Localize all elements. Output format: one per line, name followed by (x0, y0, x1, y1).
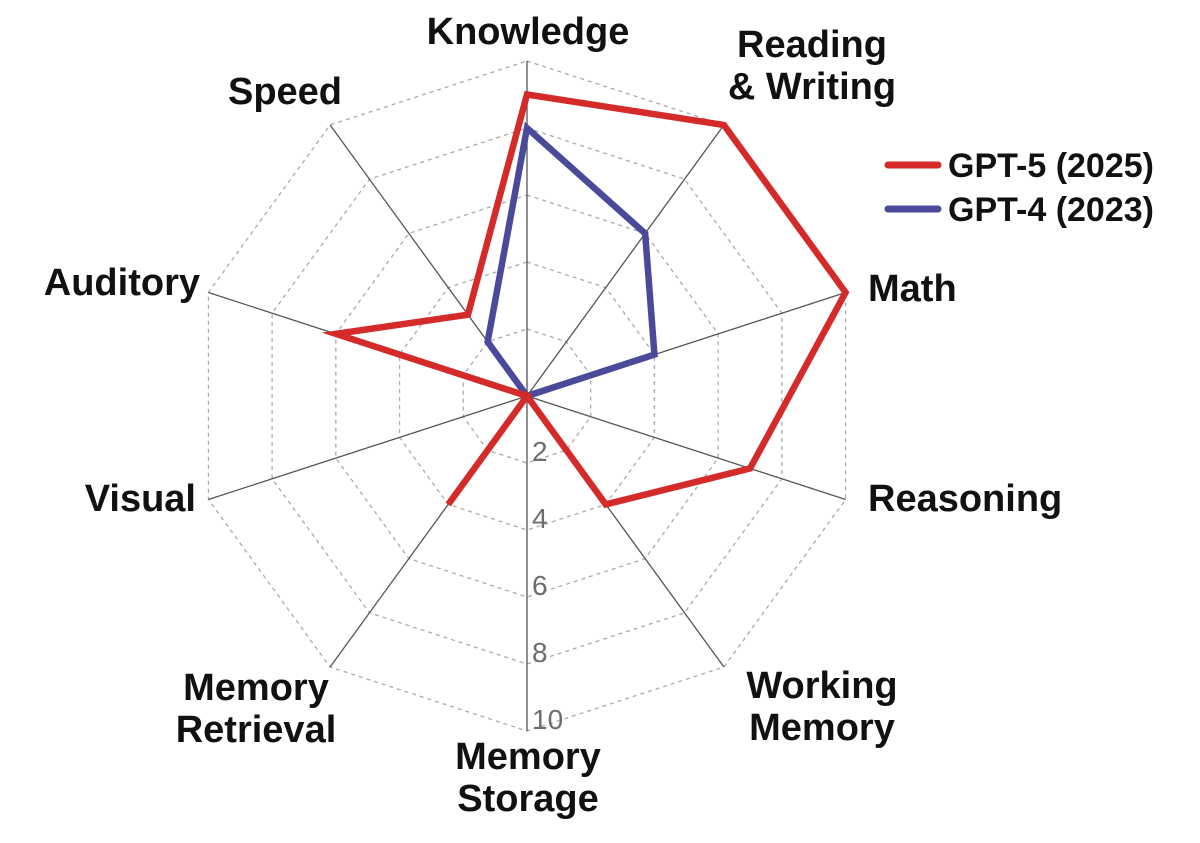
axis-label-7: Memory Retrieval (176, 667, 337, 751)
axis-label-8: Visual (85, 478, 196, 520)
axis-label-line: Retrieval (176, 709, 337, 751)
axis-spoke-2 (526, 124, 725, 397)
axis-label-6: Memory Storage (455, 736, 601, 820)
axis-label-1: Knowledge (427, 11, 630, 53)
legend-label-1: GPT-5 (2025) (948, 147, 1154, 185)
axis-label-line: Speed (228, 71, 342, 113)
axis-label-line: Reading (737, 24, 887, 66)
axis-spoke-4 (526, 395, 846, 501)
legend: GPT-5 (2025) GPT-4 (2023) (884, 147, 1154, 229)
axis-labels: Knowledge Reading & Writing Math Reasoning Wo… (44, 11, 1062, 820)
legend-label-2: GPT-4 (2023) (948, 191, 1154, 229)
axis-label-line: Reasoning (868, 478, 1062, 520)
axis-label-line: Memory (183, 667, 329, 709)
axis-label-line: & Writing (728, 66, 896, 108)
tick-label-6: 6 (532, 570, 548, 601)
axis-label-9: Auditory (44, 262, 200, 304)
axis-spoke-8 (208, 395, 528, 501)
axis-label-5: Working Memory (746, 665, 897, 749)
axis-label-line: Memory (749, 707, 895, 749)
grid-ring-3 (335, 194, 719, 598)
axis-label-line: Knowledge (427, 11, 630, 53)
axis-label-line: Auditory (44, 262, 200, 304)
series-line-1 (321, 90, 850, 509)
tick-label-2: 2 (532, 436, 548, 467)
grid-ring-1 (462, 328, 592, 464)
tick-label-8: 8 (532, 637, 548, 668)
axis-label-2: Reading & Writing (728, 24, 896, 108)
series-line-2 (484, 121, 658, 400)
axis-label-line: Working (746, 665, 897, 707)
series-lines (321, 90, 850, 509)
tick-labels: 2 4 6 8 10 (532, 436, 563, 735)
tick-label-4: 4 (532, 503, 548, 534)
axis-label-3: Math (868, 268, 957, 310)
axis-label-line: Math (868, 268, 957, 310)
axis-label-4: Reasoning (868, 478, 1062, 520)
tick-label-10: 10 (532, 704, 563, 735)
grid-ring-2 (398, 261, 656, 531)
axis-label-line: Visual (85, 478, 196, 520)
axis-label-10: Speed (228, 71, 342, 113)
axis-label-line: Storage (457, 778, 598, 820)
axis-label-line: Memory (455, 736, 601, 778)
